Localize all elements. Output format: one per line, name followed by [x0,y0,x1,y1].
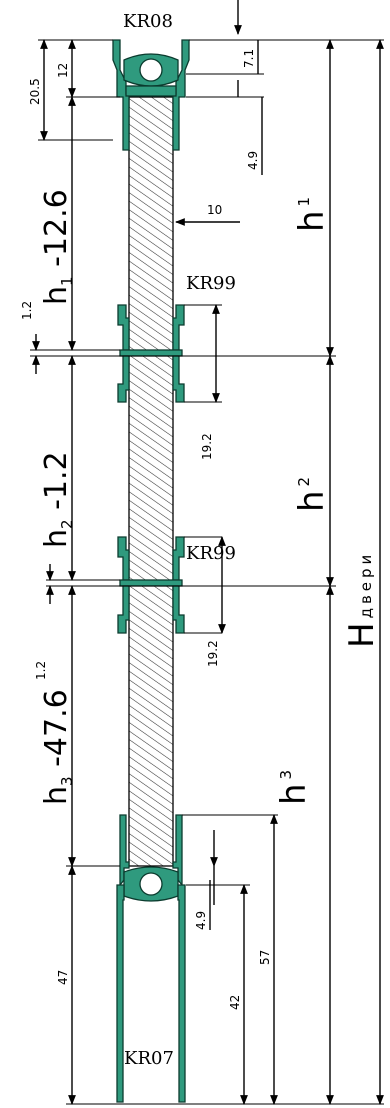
dim-1-2-b: 1.2 [34,661,48,680]
height-h3: h3 [274,770,314,805]
dim-20-5: 20.5 [28,78,42,105]
dimension-values: 20.5 12 7.1 4.9 10 1.2 19.2 1.2 19.2 4.9… [20,49,272,1010]
profile-kr99-2 [117,536,185,634]
dimension-lines [32,0,384,1105]
dim-57: 57 [258,950,272,965]
label-kr99-2: KR99 [186,543,236,564]
dim-42: 42 [228,995,242,1010]
profile-kr07 [116,814,186,1103]
dim-1-2-a: 1.2 [20,301,34,320]
height-H-door: Hдвери [342,551,382,648]
label-kr07: KR07 [124,1048,174,1069]
door-panel-hatched [128,96,174,867]
dim-4-9-top: 4.9 [246,151,260,170]
dim-7-1: 7.1 [242,49,256,68]
dim-19-2-a: 19.2 [200,433,214,460]
dim-4-9-bottom: 4.9 [194,911,208,930]
formula-h1: h1 -12.6 [39,189,76,305]
formula-h2: h2 -1.2 [39,451,76,548]
height-labels: h1 h2 h3 Hдвери [274,197,382,805]
label-kr08: KR08 [123,11,173,32]
profile-kr99-1 [117,304,185,403]
formula-h3: h3 -47.6 [39,689,76,805]
dim-19-2-b: 19.2 [206,640,220,667]
label-kr99-1: KR99 [186,273,236,294]
dim-12: 12 [56,63,70,78]
dim-47: 47 [56,970,70,985]
formula-labels: h1 -12.6 h2 -1.2 h3 -47.6 [39,189,76,805]
height-h1: h1 [292,197,332,232]
height-h2: h2 [292,477,332,512]
dim-10: 10 [207,203,222,217]
profile-kr08 [112,39,190,151]
extension-lines [30,39,384,1105]
